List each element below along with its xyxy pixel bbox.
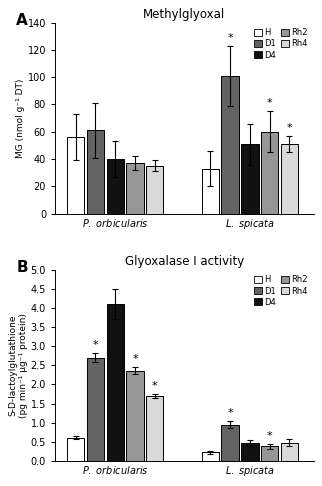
Text: A: A <box>16 13 28 28</box>
Bar <box>261 446 278 461</box>
Y-axis label: MG (nmol g⁻¹ DT): MG (nmol g⁻¹ DT) <box>16 78 25 158</box>
Bar <box>261 132 278 214</box>
Bar <box>67 437 84 461</box>
Text: *: * <box>152 381 157 391</box>
Text: B: B <box>16 260 28 275</box>
Bar <box>146 396 163 461</box>
Bar <box>222 425 239 461</box>
Y-axis label: S-D-lactoylglutathione
(pg min⁻¹ µg⁻¹ protein): S-D-lactoylglutathione (pg min⁻¹ µg⁻¹ pr… <box>8 313 28 417</box>
Bar <box>126 371 144 461</box>
Text: *: * <box>287 123 292 133</box>
Bar <box>107 304 124 461</box>
Bar <box>107 159 124 214</box>
Text: *: * <box>93 340 98 350</box>
Text: *: * <box>267 431 272 441</box>
Bar <box>67 137 84 214</box>
Bar <box>241 443 259 461</box>
Bar <box>222 76 239 214</box>
Bar <box>87 130 104 214</box>
Text: *: * <box>267 98 272 108</box>
Bar <box>281 144 298 214</box>
Bar <box>87 358 104 461</box>
Legend: H, D1, D4, Rh2, Rh4: H, D1, D4, Rh2, Rh4 <box>252 274 309 308</box>
Bar <box>146 166 163 214</box>
Text: *: * <box>227 408 233 418</box>
Title: Glyoxalase I activity: Glyoxalase I activity <box>125 256 244 268</box>
Bar <box>281 443 298 461</box>
Legend: H, D1, D4, Rh2, Rh4: H, D1, D4, Rh2, Rh4 <box>252 27 309 61</box>
Text: *: * <box>132 354 138 364</box>
Bar <box>241 144 259 214</box>
Bar <box>202 169 219 214</box>
Text: *: * <box>227 33 233 43</box>
Bar <box>202 452 219 461</box>
Bar <box>126 163 144 214</box>
Title: Methylglyoxal: Methylglyoxal <box>143 8 225 21</box>
